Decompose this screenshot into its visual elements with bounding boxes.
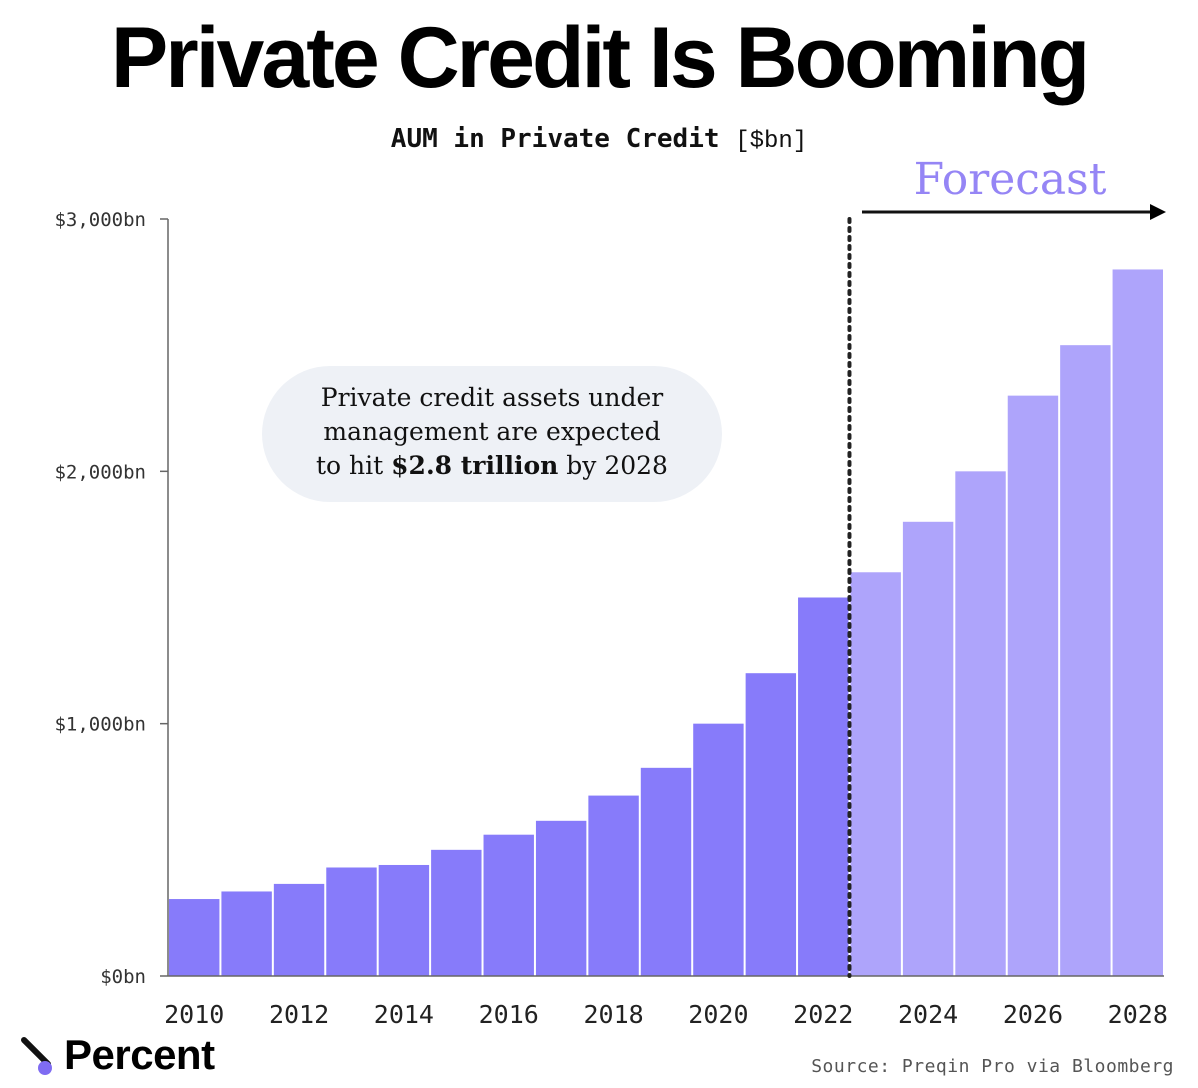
bar-2016 <box>483 834 534 976</box>
x-tick-label: 2026 <box>1003 1000 1063 1029</box>
bar-2026 <box>1007 395 1059 977</box>
chart-title: Private Credit Is Booming <box>110 10 1090 106</box>
bar-2010 <box>169 899 220 976</box>
y-tick-label: $0bn <box>100 966 146 988</box>
bar-2022 <box>798 597 849 976</box>
forecast-label: Forecast <box>914 154 1107 205</box>
x-tick-label: 2018 <box>583 1000 643 1029</box>
x-tick-label: 2016 <box>479 1000 539 1029</box>
percent-logo-icon <box>18 1034 54 1076</box>
source-note: Source: Preqin Pro via Bloomberg <box>811 1056 1174 1077</box>
x-axis-labels: 2010 2012 2014 2016 2018 2020 2022 2024 2026 2028 <box>164 1000 1168 1029</box>
y-tick-label: $3,000bn <box>54 209 146 231</box>
bar-2018 <box>588 795 639 976</box>
forecast-marker: Forecast <box>862 154 1166 220</box>
x-tick-label: 2014 <box>374 1000 434 1029</box>
bar-2014 <box>378 864 430 976</box>
annotation-line-3: to hit $2.8 trillion by 2028 <box>316 451 668 480</box>
bar-2011 <box>221 891 272 976</box>
bar-2012 <box>273 883 325 976</box>
x-tick-label: 2022 <box>793 1000 853 1029</box>
bar-2025 <box>955 471 1006 976</box>
bar-2021 <box>745 673 797 976</box>
annotation-prefix: to hit <box>316 451 391 480</box>
y-axis: $0bn $1,000bn $2,000bn $3,000bn <box>54 209 169 988</box>
y-tick-label: $1,000bn <box>54 714 146 736</box>
annotation-suffix: by 2028 <box>558 451 668 480</box>
brand-name: Percent <box>64 1031 215 1078</box>
annotation-bubble: Private credit assets under management a… <box>262 366 722 502</box>
bar-2028 <box>1112 269 1163 976</box>
bar-2015 <box>431 849 482 976</box>
annotation-background <box>262 366 722 502</box>
chart-subtitle: AUM in Private Credit [$bn] <box>0 124 1198 155</box>
annotation-line-1: Private credit assets under <box>321 383 664 412</box>
bar-2017 <box>535 820 587 976</box>
arrow-right-icon <box>1150 204 1166 220</box>
x-tick-label: 2020 <box>688 1000 748 1029</box>
bar-2013 <box>326 867 377 976</box>
brand-logo: Percent <box>18 1030 215 1080</box>
bar-2027 <box>1060 345 1111 977</box>
subtitle-main: AUM in Private Credit <box>390 124 720 154</box>
x-tick-label: 2024 <box>898 1000 958 1029</box>
bar-2024 <box>902 521 954 976</box>
annotation-highlight: $2.8 trillion <box>391 451 558 480</box>
x-tick-label: 2010 <box>164 1000 224 1029</box>
bars-group <box>168 269 1164 977</box>
bar-2023 <box>850 572 901 976</box>
subtitle-unit: [$bn] <box>735 128 808 155</box>
bar-2019 <box>640 767 692 976</box>
bar-2020 <box>693 723 744 976</box>
y-tick-label: $2,000bn <box>54 461 146 483</box>
annotation-line-2: management are expected <box>323 417 660 446</box>
x-tick-label: 2012 <box>269 1000 329 1029</box>
x-tick-label: 2028 <box>1108 1000 1168 1029</box>
